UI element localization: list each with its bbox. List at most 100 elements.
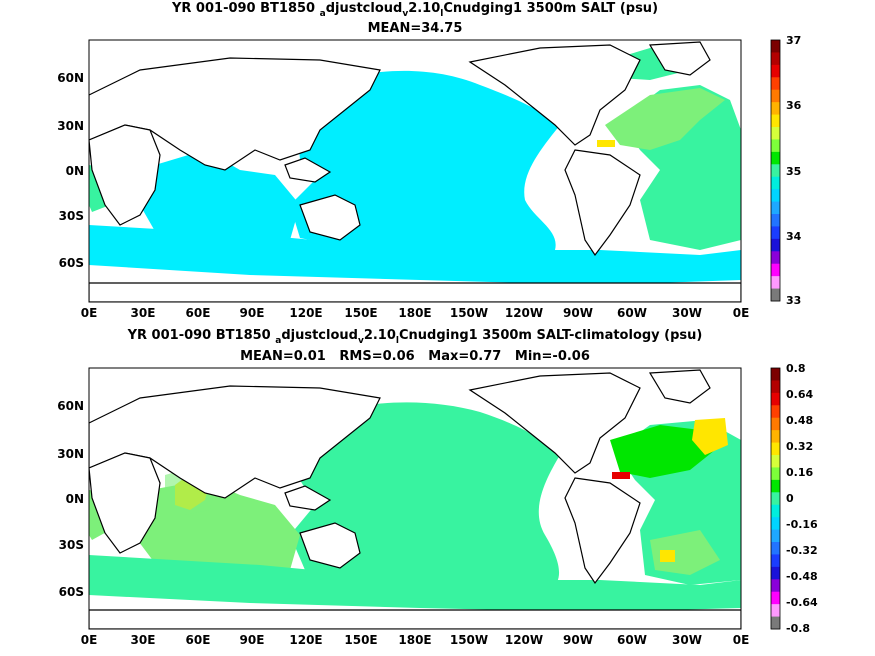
panel1-xtick: 60W: [617, 306, 647, 320]
panel1-colorbar-swatch: [771, 176, 780, 190]
panel2-natl-yellow: [692, 418, 728, 455]
panel2-cbar-label: -0.32: [786, 544, 818, 557]
panel1-colorbar-swatch: [771, 139, 780, 153]
panel2-xtick: 30W: [672, 633, 702, 647]
panel2-colorbar-swatch: [771, 492, 780, 506]
panel-salt-anomaly: YR 001-090 BT1850 adjustcloudv2.10lCnudg…: [57, 328, 818, 647]
panel1-colorbar-swatch: [771, 40, 780, 53]
panel1-land-australia: [299, 194, 361, 241]
panel1-colorbar-swatch: [771, 151, 780, 165]
panel2-land-africa: [89, 452, 161, 554]
panel2-land: [89, 369, 741, 629]
panel1-ytick-30s: 30S: [59, 209, 84, 223]
panel2-xtick: 30E: [131, 633, 156, 647]
panel2-ytick-30n: 30N: [57, 447, 84, 461]
panel2-xtick: 60W: [617, 633, 647, 647]
panel2-cbar-label: 0.8: [786, 362, 806, 375]
panel1-yticks: 60N 30N 0N 30S 60S: [57, 71, 84, 270]
panel2-caribbean-red: [612, 472, 630, 479]
panel2-colorbar-swatch: [771, 529, 780, 543]
panel2-colorbar-swatch: [771, 566, 780, 580]
panel2-frame: [88, 367, 742, 630]
panel1-colorbar-swatch: [771, 164, 780, 178]
panel1-cbar-label: 33: [786, 294, 801, 307]
panel1-xtick: 120W: [505, 306, 543, 320]
panel1-colorbar-swatch: [771, 288, 780, 302]
panel2-natl-brightgreen: [610, 425, 715, 478]
panel2-colorbar-swatch: [771, 430, 780, 443]
panel2-xtick: 0E: [81, 633, 98, 647]
panel2-cbar-label: 0: [786, 492, 794, 505]
panel1-subtitle: MEAN=34.75: [368, 21, 463, 36]
panel2-xtick: 120W: [505, 633, 543, 647]
panel2-cbar-label: 0.16: [786, 466, 813, 479]
panel2-land-south-america: [564, 477, 641, 585]
panel1-xtick: 150E: [344, 306, 377, 320]
panel1-colorbar-swatch: [771, 276, 780, 289]
panel2-southern-green: [89, 555, 741, 612]
panel1-southern-cyan: [89, 225, 741, 285]
panel1-caribbean-yellow: [597, 140, 615, 147]
panel1-xticks: 0E 30E 60E 90E 120E 150E 180E 150W 120W …: [81, 306, 750, 320]
panel2-subtitle: MEAN=0.01 RMS=0.06 Max=0.77 Min=-0.06: [240, 349, 590, 364]
panel2-colorbar-swatch: [771, 405, 780, 419]
panel1-cbar-label: 34: [786, 230, 802, 243]
panel1-indian-cyan: [140, 150, 300, 245]
panel1-land: [89, 41, 741, 302]
panel1-xtick: 60E: [186, 306, 211, 320]
panel2-land-maritime: [284, 485, 332, 511]
panel2-colorbar-swatch: [771, 479, 780, 493]
panel2-xtick: 90W: [563, 633, 593, 647]
panel1-title: YR 001-090 BT1850 adjustcloudv2.10lCnudg…: [171, 1, 658, 19]
panel1-colorbar-swatch: [771, 64, 780, 78]
panel2-land-greenland: [648, 369, 711, 404]
panel1-xtick: 90E: [240, 306, 265, 320]
panel1-colorbar-swatch: [771, 214, 780, 227]
panel2-colorbar-labels: 0.8 0.64 0.48 0.32 0.16 0 -0.16 -0.32 -0…: [786, 362, 818, 635]
panel1-xtick: 30E: [131, 306, 156, 320]
panel2-xtick: 120E: [289, 633, 322, 647]
panel2-colorbar-swatch: [771, 380, 780, 394]
panel1-land-antarctica: [89, 282, 741, 302]
panel2-yticks: 60N 30N 0N 30S 60S: [57, 399, 84, 599]
panel2-cbar-label: 0.64: [786, 388, 813, 401]
panel2-cbar-label: -0.16: [786, 518, 818, 531]
panel2-land-antarctica: [89, 609, 741, 629]
panel2-colorbar-frame: [770, 367, 781, 630]
panel1-colorbar-swatch: [771, 263, 780, 277]
panel2-xtick: 180E: [398, 633, 431, 647]
panel1-colorbar-swatch: [771, 77, 780, 91]
panel2-cbar-label: -0.8: [786, 622, 810, 635]
panel2-land-australia: [299, 522, 361, 569]
panel2-colorbar-swatch: [771, 392, 780, 406]
panel2-colorbar-swatch: [771, 368, 780, 381]
panel2-sa-lightgreen: [650, 530, 720, 575]
panel2-xtick: 150E: [344, 633, 377, 647]
panel2-xtick: 60E: [186, 633, 211, 647]
panel1-colorbar-swatch: [771, 251, 780, 265]
panel1-xtick: 180E: [398, 306, 431, 320]
panel1-cbar-label: 35: [786, 165, 801, 178]
panel1-land-greenland: [648, 41, 711, 76]
panel1-colorbar-swatch: [771, 114, 780, 128]
panel2-colorbar-swatch: [771, 517, 780, 530]
panel2-land-north-america: [468, 372, 641, 474]
panel1-xtick: 0E: [81, 306, 98, 320]
panel1-frame: [88, 39, 742, 303]
panel1-ytick-60n: 60N: [57, 71, 84, 85]
panel2-colorbar-swatch: [771, 616, 780, 630]
panel2-colorbar-swatch: [771, 542, 780, 555]
panel1-ytick-0n: 0N: [66, 164, 84, 178]
panel2-xtick: 150W: [450, 633, 488, 647]
panel2-ytick-0n: 0N: [66, 492, 84, 506]
panel1-xtick: 0E: [733, 306, 750, 320]
panel1-atlantic-lightgreen: [605, 88, 725, 150]
panel1-colorbar-swatch: [771, 102, 780, 115]
panel2-xticks: 0E 30E 60E 90E 120E 150E 180E 150W 120W …: [81, 633, 750, 647]
panel2-colorbar-swatch: [771, 579, 780, 593]
panel1-ytick-60s: 60S: [59, 256, 84, 270]
panel-salt: YR 001-090 BT1850 adjustcloudv2.10lCnudg…: [57, 1, 801, 320]
panel1-colorbar-swatch: [771, 52, 780, 66]
panel2-ytick-60n: 60N: [57, 399, 84, 413]
